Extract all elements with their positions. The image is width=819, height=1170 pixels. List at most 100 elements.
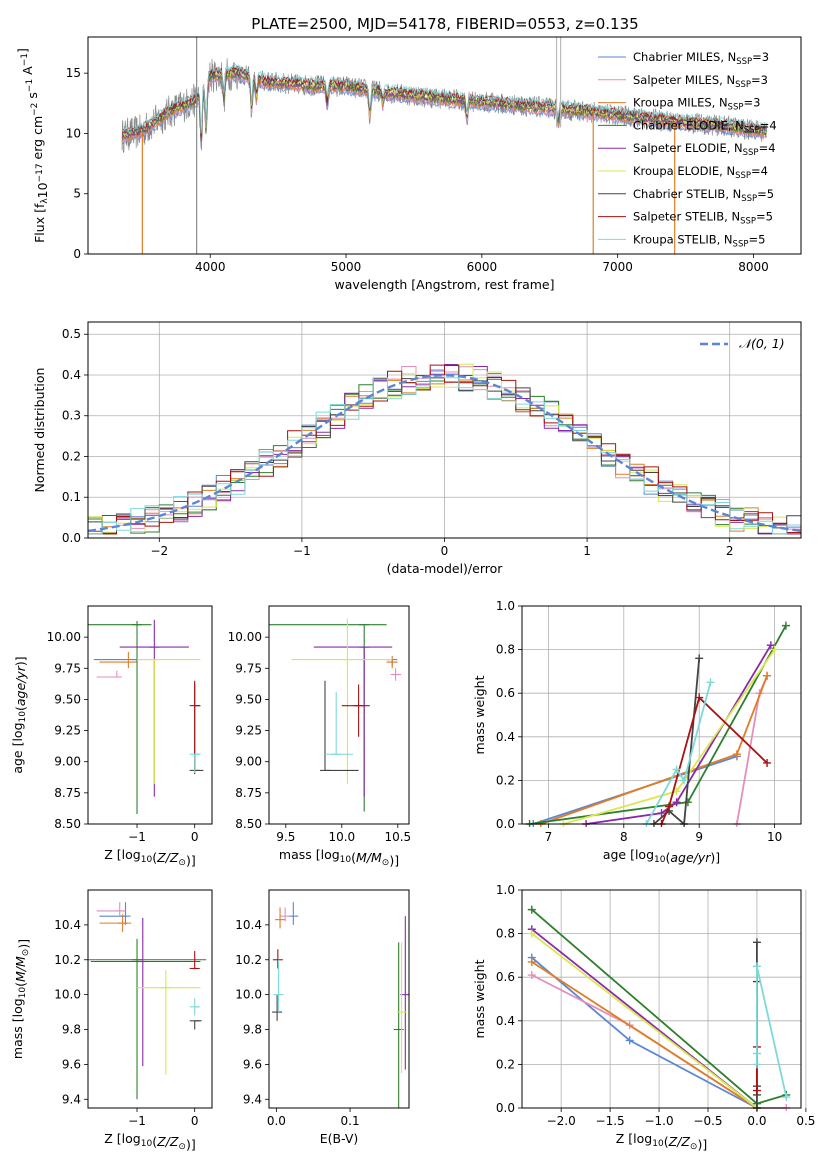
y-tick-label: 0.8 xyxy=(496,643,515,657)
errorbar-point xyxy=(189,753,201,773)
y-tick-label: 5 xyxy=(73,187,81,201)
x-axis-title: age [log10(age/yr)] xyxy=(603,847,720,865)
errorbar-point xyxy=(96,902,126,917)
legend-label: Kroupa MILES, NSSP=3 xyxy=(633,96,760,113)
legend-label: Kroupa STELIB, NSSP=5 xyxy=(633,232,765,249)
errorbar-point xyxy=(291,618,393,785)
weight-marker xyxy=(752,962,761,971)
y-tick-label: 9.25 xyxy=(235,724,262,738)
spectrum-panel: 4000 5000 6000 7000 8000 0 5 10 15 wavelength [An… xyxy=(15,36,802,292)
age-vs-mass-panel: 9.5 10.0 10.5 8.50 8.75 9.00 9.25 9.50 9.75 10.00… xyxy=(228,605,411,868)
weight-marker xyxy=(781,621,790,630)
y-axis-title: mass [log10(M/M⊙)] xyxy=(10,939,31,1059)
weight-marker xyxy=(665,802,674,811)
x-tick-label: 9 xyxy=(695,830,703,844)
y-tick-label: 8.75 xyxy=(54,786,81,800)
x-tick-label: −1.5 xyxy=(596,1114,625,1128)
y-tick-label: 9.75 xyxy=(235,661,262,675)
weight-marker xyxy=(672,765,681,774)
y-tick-label: 10.00 xyxy=(47,630,81,644)
y-tick-label: 0.5 xyxy=(62,327,81,341)
legend-label: Chabrier ELODIE, NSSP=4 xyxy=(633,118,777,135)
y-tick-label: 10.2 xyxy=(235,953,262,967)
weight-marker xyxy=(766,641,775,650)
y-tick-label: 10.00 xyxy=(228,630,262,644)
weight-line-6 xyxy=(653,658,701,826)
errorbar-point xyxy=(273,959,284,1013)
y-tick-label: 8.50 xyxy=(54,817,81,831)
weight-marker xyxy=(752,1060,761,1069)
errorbar-point xyxy=(396,942,407,1074)
y-tick-label: 9.75 xyxy=(54,661,81,675)
x-axis-title: Z [log10(Z/Z⊙)] xyxy=(104,1131,195,1152)
x-tick-label: 2 xyxy=(726,544,734,558)
errorbar-point xyxy=(272,949,283,969)
model-spectrum-4 xyxy=(121,70,767,139)
mass-vs-Z-panel: −1 0 9.4 9.6 9.8 10.0 10.2 10.4 Z [log10(Z/Z⊙)] m… xyxy=(10,889,213,1152)
y-tick-label: 8.75 xyxy=(235,786,262,800)
errorbar-point xyxy=(88,938,207,1100)
weight-marker xyxy=(770,645,779,654)
y-tick-label: 0 xyxy=(73,247,81,261)
legend-label: Kroupa ELODIE, NSSP=4 xyxy=(633,164,768,181)
errorbar-point xyxy=(189,1020,202,1030)
y-tick-label: 9.8 xyxy=(62,1023,81,1037)
x-tick-label: 10.0 xyxy=(328,830,355,844)
weight-marker xyxy=(695,654,704,663)
errorbar-point xyxy=(137,659,201,785)
x-tick-label: 0 xyxy=(191,830,199,844)
age-vs-Z-plot-area xyxy=(88,619,204,815)
errorbar-point xyxy=(341,684,370,737)
legend-label: Salpeter STELIB, NSSP=5 xyxy=(633,210,773,227)
axes-frame xyxy=(87,889,213,1109)
mass-weight-vs-Z-panel: −2.0 −1.5 −1.0 −0.5 0.0 0.5 0.0 0.2 0.4 0.6 0.8 1.0… xyxy=(472,883,815,1152)
axes-frame xyxy=(87,36,802,255)
x-tick-label: 5000 xyxy=(331,260,362,274)
axes-frame xyxy=(268,889,410,1109)
weight-marker xyxy=(752,1086,761,1095)
mass-weight-vs-age-panel: 7 8 9 10 0.0 0.2 0.4 0.6 0.8 1.0 age [log10(age/yr… xyxy=(472,599,802,865)
x-tick-label: −2 xyxy=(150,544,168,558)
errorbar-point xyxy=(88,620,152,815)
x-tick-label: 10.5 xyxy=(384,830,411,844)
x-tick-label: 9.5 xyxy=(276,830,295,844)
y-tick-label: 0.2 xyxy=(496,773,515,787)
weight-marker xyxy=(527,971,536,980)
x-axis-title: mass [log10(M/M⊙)] xyxy=(279,847,399,868)
y-tick-label: 10.0 xyxy=(54,988,81,1002)
y-tick-label: 0.4 xyxy=(496,1014,515,1028)
x-tick-label: 7 xyxy=(545,830,553,844)
x-tick-label: 0 xyxy=(441,544,449,558)
x-tick-label: −1 xyxy=(293,544,311,558)
legend-label: Chabrier MILES, NSSP=3 xyxy=(633,50,769,67)
x-tick-label: 6000 xyxy=(467,260,498,274)
y-tick-label: 0.4 xyxy=(496,730,515,744)
weight-marker xyxy=(752,938,761,947)
errorbar-point xyxy=(313,646,393,797)
y-tick-label: 10.0 xyxy=(235,988,262,1002)
errorbar-point xyxy=(96,670,122,678)
y-tick-label: 1.0 xyxy=(496,599,515,613)
axes-frame xyxy=(521,889,802,1109)
weight-marker xyxy=(695,693,704,702)
y-tick-label: 0.0 xyxy=(496,817,515,831)
x-tick-label: −1.0 xyxy=(644,1114,673,1128)
y-tick-label: 10.4 xyxy=(235,918,262,932)
y-tick-label: 8.50 xyxy=(235,817,262,831)
x-tick-label: 0.0 xyxy=(747,1114,766,1128)
mass-weight-vs-age-plot-area xyxy=(525,621,790,827)
x-tick-label: 8000 xyxy=(738,260,769,274)
y-tick-label: 0.0 xyxy=(496,1101,515,1115)
model-spectrum-6 xyxy=(121,66,767,140)
y-axis-title: Normed distribution xyxy=(32,368,47,493)
residuals-panel: −2 −1 0 1 2 0.0 0.1 0.2 0.3 0.4 0.5 (data-model)/er… xyxy=(32,321,802,576)
weight-line-8 xyxy=(645,682,712,825)
weight-marker xyxy=(732,750,741,759)
legend-label: 𝒩(0, 1) xyxy=(739,336,785,351)
x-tick-label: 1 xyxy=(583,544,591,558)
x-tick-label: −2.0 xyxy=(547,1114,576,1128)
errorbar-point xyxy=(189,998,200,1016)
x-axis-title: wavelength [Angstrom, rest frame] xyxy=(334,277,554,292)
